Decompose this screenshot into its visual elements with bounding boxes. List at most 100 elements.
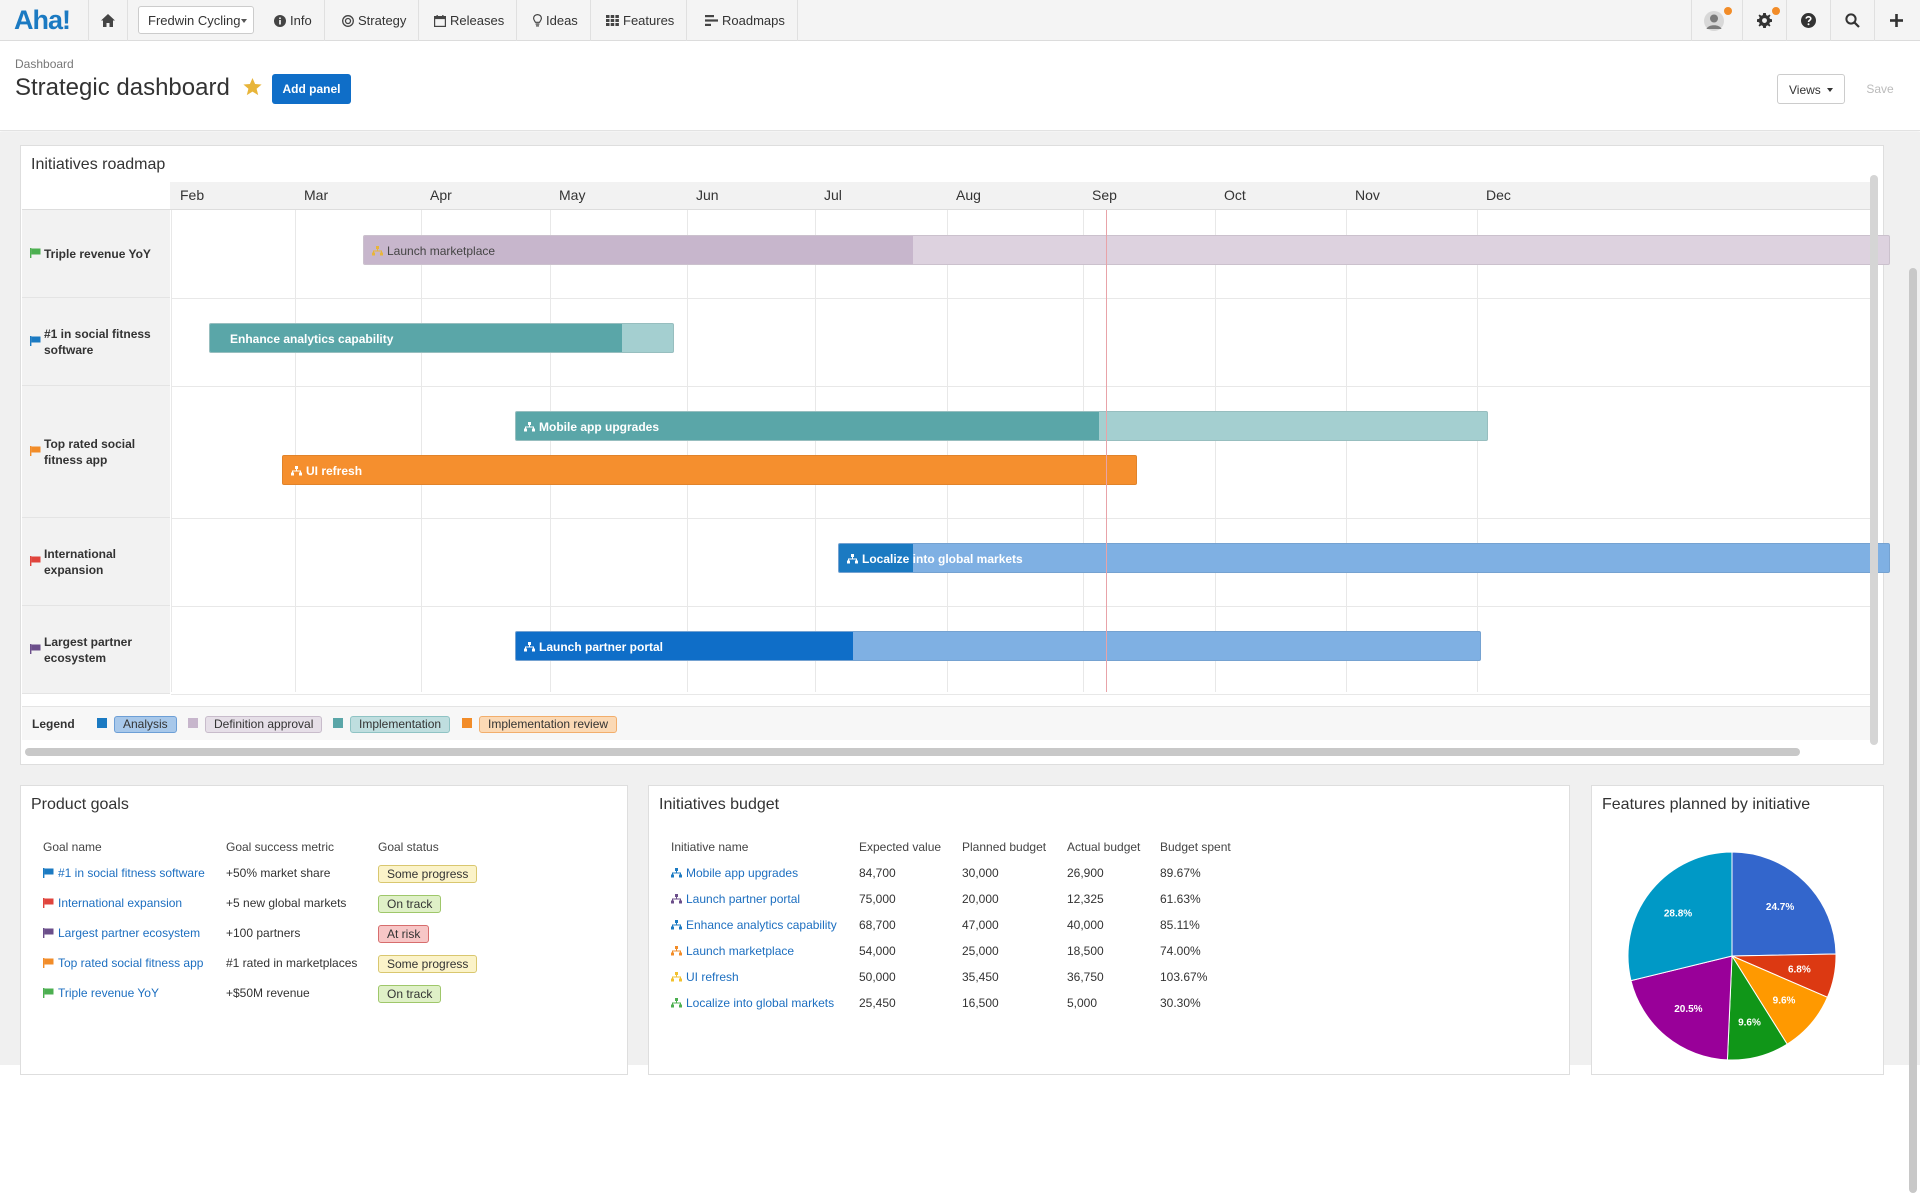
nav-ideas[interactable]: Ideas <box>521 0 591 41</box>
goal-name-text: Largest partner ecosystem <box>58 926 201 940</box>
search-icon <box>1845 13 1860 28</box>
settings-button[interactable] <box>1742 0 1786 41</box>
flag-icon <box>43 988 54 998</box>
search-button[interactable] <box>1830 0 1874 41</box>
pie-slice-label: 6.8% <box>1788 964 1811 975</box>
column-header-planned-budget[interactable]: Planned budget <box>962 840 1047 854</box>
pie-slice[interactable] <box>1630 955 1733 1061</box>
initiative-bar-text: UI refresh <box>306 464 363 478</box>
goal-name-link[interactable]: Largest partner ecosystem <box>43 926 200 940</box>
home-button[interactable] <box>88 0 128 41</box>
nav-features[interactable]: Features <box>594 0 688 41</box>
nav-releases[interactable]: Releases <box>422 0 518 41</box>
flag-icon <box>30 445 41 456</box>
page-title: Strategic dashboard <box>15 74 230 101</box>
horizontal-scrollbar[interactable] <box>25 748 1800 756</box>
nav-info[interactable]: Info <box>262 0 325 41</box>
initiative-icon <box>847 554 858 564</box>
initiatives-roadmap-panel: Initiatives roadmap Feb Mar Apr May Jun Jul Au… <box>20 145 1890 765</box>
user-avatar-button[interactable] <box>1691 0 1735 41</box>
budget-cell-expected: 50,000 <box>859 970 896 984</box>
lane-label[interactable]: #1 in social fitness software <box>22 298 170 386</box>
budget-cell-planned: 20,000 <box>962 892 999 906</box>
column-header-expected-value[interactable]: Expected value <box>859 840 942 854</box>
initiative-bar[interactable]: Launch partner portal <box>515 631 1481 661</box>
lane-label[interactable]: Triple revenue YoY <box>22 210 170 298</box>
initiative-bar[interactable]: Mobile app upgrades <box>515 411 1488 441</box>
flag-icon <box>30 335 41 346</box>
vertical-scrollbar[interactable] <box>1909 268 1917 1193</box>
goal-name-link[interactable]: Triple revenue YoY <box>43 986 159 1000</box>
pie-slice-label: 9.6% <box>1738 1017 1761 1028</box>
legend-chip[interactable]: Definition approval <box>205 716 323 733</box>
aha-logo[interactable]: Aha! <box>14 5 71 35</box>
initiative-name-link[interactable]: Launch marketplace <box>671 944 794 958</box>
home-icon <box>101 14 115 27</box>
legend-chip[interactable]: Analysis <box>114 716 177 733</box>
workspace-selector[interactable]: Fredwin Cycling <box>138 6 254 34</box>
plus-icon <box>1890 14 1903 27</box>
nav-strategy[interactable]: Strategy <box>330 0 420 41</box>
lane-label[interactable]: Largest partner ecosystem <box>22 606 170 694</box>
flag-icon <box>30 555 41 566</box>
views-dropdown[interactable]: Views <box>1777 74 1845 104</box>
initiative-bar[interactable]: UI refresh <box>282 455 1137 485</box>
roadmap-vertical-scrollbar[interactable] <box>1870 175 1878 745</box>
legend-chip[interactable]: Implementation review <box>479 716 618 733</box>
pie-slice[interactable] <box>1731 851 1837 957</box>
month-gridline <box>421 210 422 692</box>
budget-cell-expected: 54,000 <box>859 944 896 958</box>
initiative-name-link[interactable]: Localize into global markets <box>671 996 834 1010</box>
initiative-bar[interactable]: Enhance analytics capability <box>209 323 674 353</box>
initiative-icon <box>671 972 682 982</box>
goal-name-link[interactable]: #1 in social fitness software <box>43 866 205 880</box>
features-by-initiative-panel: Features planned by initiative 24.7% 6.8%… <box>1591 785 1884 1075</box>
initiative-bar[interactable]: Localize into global markets <box>838 543 1890 573</box>
panel-title: Features planned by initiative <box>1602 796 1811 813</box>
lightbulb-icon <box>533 14 542 27</box>
goal-name-text: International expansion <box>58 896 183 910</box>
goal-metric: +100 partners <box>226 926 301 940</box>
panel-title: Initiatives roadmap <box>31 156 166 173</box>
caret-down-icon <box>241 19 247 23</box>
budget-cell-planned: 25,000 <box>962 944 999 958</box>
add-panel-button[interactable]: Add panel <box>272 74 351 104</box>
pie-slice[interactable] <box>1627 851 1733 982</box>
initiative-name-link[interactable]: Launch partner portal <box>671 892 800 906</box>
flag-icon <box>43 928 54 938</box>
initiative-name-link[interactable]: Mobile app upgrades <box>671 866 798 880</box>
initiative-name-text: UI refresh <box>686 970 739 984</box>
column-header-actual-budget[interactable]: Actual budget <box>1067 840 1141 854</box>
nav-roadmaps[interactable]: Roadmaps <box>693 0 798 41</box>
initiative-bar[interactable]: Launch marketplace <box>363 235 1890 265</box>
lane-label[interactable]: Top rated social fitness app <box>22 386 170 518</box>
month-gridline <box>550 210 551 692</box>
save-button[interactable]: Save <box>1866 82 1894 96</box>
legend-chip[interactable]: Implementation <box>350 716 451 733</box>
star-icon[interactable] <box>243 78 262 96</box>
legend-swatch <box>97 718 107 728</box>
flag-icon <box>43 958 54 968</box>
pie-slice-label: 9.6% <box>1773 996 1796 1007</box>
roadmap-timeline-header: Feb Mar Apr May Jun Jul Aug Sep Oct Nov Dec <box>22 182 1872 210</box>
month-gridline <box>1215 210 1216 692</box>
add-button[interactable] <box>1874 0 1918 41</box>
initiative-name-link[interactable]: UI refresh <box>671 970 739 984</box>
lane-label[interactable]: International expansion <box>22 518 170 606</box>
column-header-budget-spent[interactable]: Budget spent <box>1160 840 1231 854</box>
help-button[interactable] <box>1786 0 1830 41</box>
goal-metric: +5 new global markets <box>226 896 347 910</box>
column-header-goal-name[interactable]: Goal name <box>43 840 102 854</box>
goal-name-link[interactable]: Top rated social fitness app <box>43 956 203 970</box>
initiative-name-link[interactable]: Enhance analytics capability <box>671 918 837 932</box>
goal-name-text: Top rated social fitness app <box>58 956 204 970</box>
goal-name-link[interactable]: International expansion <box>43 896 182 910</box>
initiative-bar-label: UI refresh <box>291 456 363 484</box>
legend-swatch <box>462 718 472 728</box>
column-header-goal-status[interactable]: Goal status <box>378 840 439 854</box>
nav-features-label: Features <box>623 13 675 28</box>
column-header-initiative-name[interactable]: Initiative name <box>671 840 749 854</box>
breadcrumb[interactable]: Dashboard <box>15 57 74 71</box>
column-header-goal-metric[interactable]: Goal success metric <box>226 840 335 854</box>
budget-cell-planned: 47,000 <box>962 918 999 932</box>
